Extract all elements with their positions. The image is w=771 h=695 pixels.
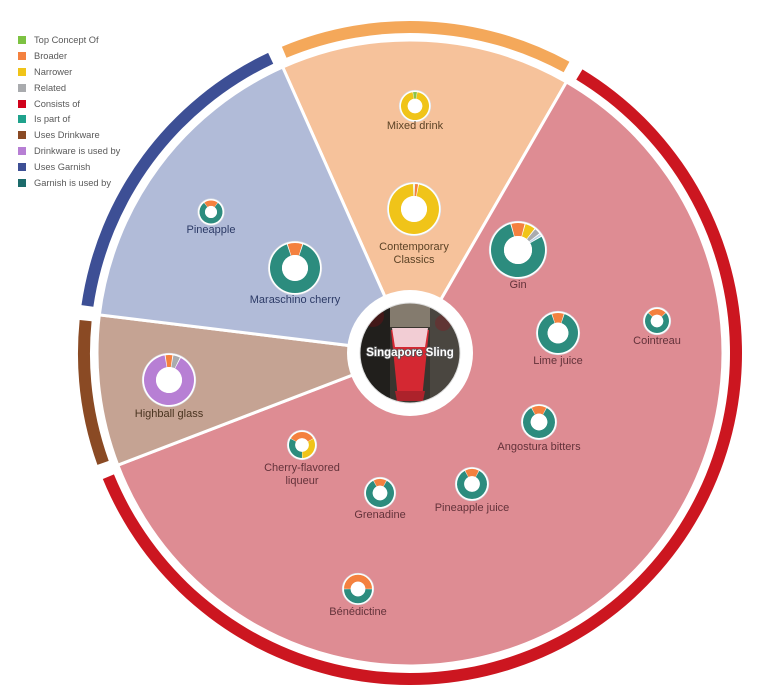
svg-text:Angostura bitters: Angostura bitters [497, 441, 581, 453]
svg-text:Gin: Gin [509, 279, 526, 291]
svg-text:Cointreau: Cointreau [633, 335, 681, 347]
svg-text:Maraschino cherry: Maraschino cherry [250, 294, 341, 306]
svg-text:Singapore Sling: Singapore Sling [366, 347, 454, 359]
svg-text:Lime juice: Lime juice [533, 355, 583, 367]
svg-text:Bénédictine: Bénédictine [329, 606, 387, 618]
svg-text:Cherry-flavored: Cherry-flavored [264, 462, 340, 474]
svg-text:Pineapple: Pineapple [187, 224, 236, 236]
svg-text:Contemporary: Contemporary [379, 241, 449, 253]
svg-text:Mixed drink: Mixed drink [387, 120, 444, 132]
svg-text:liqueur: liqueur [285, 475, 318, 487]
svg-text:Classics: Classics [394, 254, 435, 266]
svg-text:Pineapple juice: Pineapple juice [435, 502, 510, 514]
svg-text:Highball glass: Highball glass [135, 408, 204, 420]
svg-text:Grenadine: Grenadine [354, 509, 405, 521]
